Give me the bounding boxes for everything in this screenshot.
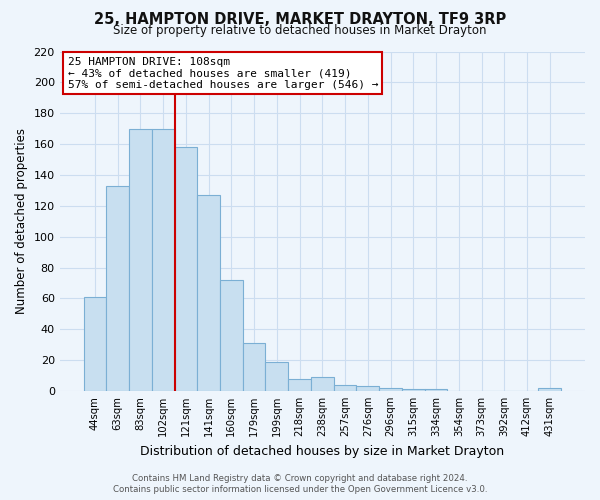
Bar xyxy=(425,390,448,391)
Bar xyxy=(402,390,425,391)
Text: 25 HAMPTON DRIVE: 108sqm
← 43% of detached houses are smaller (419)
57% of semi-: 25 HAMPTON DRIVE: 108sqm ← 43% of detach… xyxy=(68,56,378,90)
Bar xyxy=(152,128,175,391)
Bar xyxy=(175,147,197,391)
Bar xyxy=(379,388,402,391)
Bar xyxy=(106,186,129,391)
Y-axis label: Number of detached properties: Number of detached properties xyxy=(15,128,28,314)
Bar xyxy=(243,343,265,391)
Bar xyxy=(538,388,561,391)
X-axis label: Distribution of detached houses by size in Market Drayton: Distribution of detached houses by size … xyxy=(140,444,505,458)
Text: 25, HAMPTON DRIVE, MARKET DRAYTON, TF9 3RP: 25, HAMPTON DRIVE, MARKET DRAYTON, TF9 3… xyxy=(94,12,506,28)
Bar xyxy=(288,378,311,391)
Bar xyxy=(129,128,152,391)
Bar xyxy=(197,195,220,391)
Bar xyxy=(265,362,288,391)
Text: Size of property relative to detached houses in Market Drayton: Size of property relative to detached ho… xyxy=(113,24,487,37)
Bar xyxy=(83,297,106,391)
Bar xyxy=(356,386,379,391)
Bar xyxy=(334,385,356,391)
Bar xyxy=(220,280,243,391)
Bar xyxy=(311,377,334,391)
Text: Contains HM Land Registry data © Crown copyright and database right 2024.
Contai: Contains HM Land Registry data © Crown c… xyxy=(113,474,487,494)
